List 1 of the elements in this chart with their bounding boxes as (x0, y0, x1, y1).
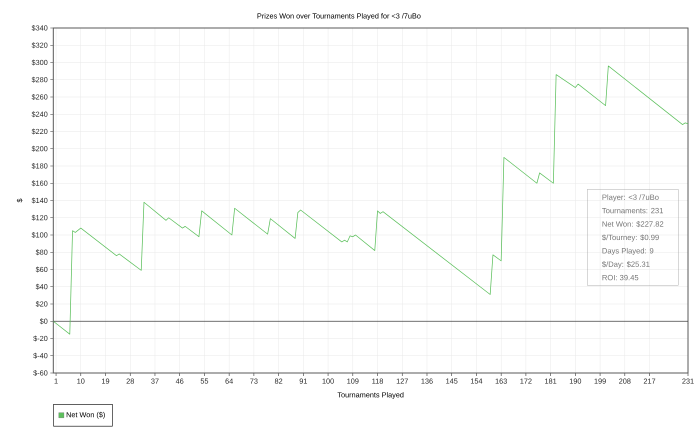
line-series (53, 66, 688, 335)
